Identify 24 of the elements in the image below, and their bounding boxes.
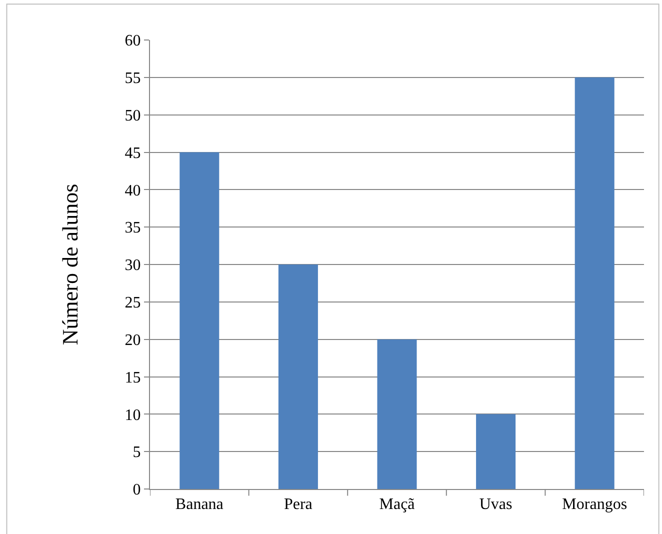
bar	[180, 152, 220, 489]
y-tick-label: 5	[132, 444, 141, 462]
y-tick-label: 50	[124, 107, 141, 124]
x-tick-label: Morangos	[562, 496, 628, 514]
y-tick-label: 0	[132, 482, 141, 499]
y-tick-label: 25	[124, 294, 141, 312]
y-tick-label: 60	[124, 32, 141, 50]
bar	[574, 77, 614, 489]
y-axis-title: Número de alunos	[58, 184, 83, 346]
x-tick-label: Uvas	[479, 496, 512, 514]
y-tick-label: 40	[124, 182, 141, 200]
bar	[377, 339, 417, 489]
y-tick-label: 35	[124, 220, 141, 237]
y-tick-label: 45	[124, 144, 141, 162]
x-tick-label: Maçã	[379, 496, 415, 514]
y-tick-label: 30	[124, 257, 141, 274]
y-tick-label: 10	[124, 406, 141, 424]
y-tick-label: 20	[124, 332, 141, 349]
y-tick-label: 15	[124, 369, 141, 386]
x-tick-label: Pera	[284, 496, 312, 514]
x-tick-label: Banana	[175, 496, 224, 514]
y-tick-label: 55	[124, 70, 141, 88]
bar	[278, 264, 318, 489]
bar	[476, 414, 516, 489]
